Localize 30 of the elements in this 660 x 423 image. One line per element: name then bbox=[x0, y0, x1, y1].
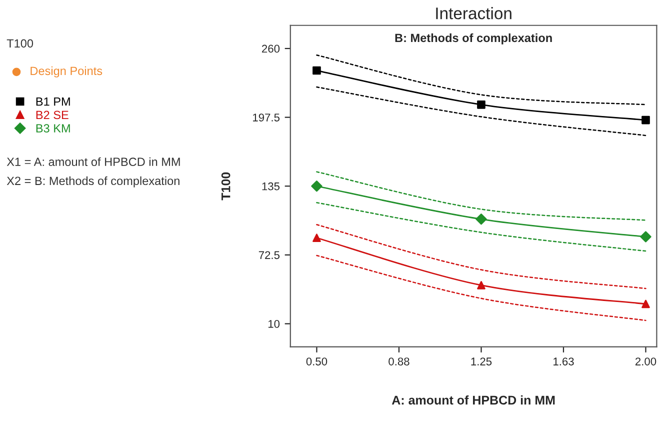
x-tick-label: 0.50 bbox=[306, 358, 328, 366]
point bbox=[640, 231, 652, 242]
legend-label: B1 PM bbox=[36, 98, 70, 106]
point bbox=[476, 214, 487, 225]
y-tick-label: 10 bbox=[268, 320, 280, 328]
x-tick-label: 1.25 bbox=[471, 358, 492, 366]
legend-label: B3 KM bbox=[36, 124, 70, 132]
y-tick-label: 72.5 bbox=[258, 251, 280, 260]
point bbox=[477, 281, 486, 290]
text: Design Points bbox=[30, 66, 102, 78]
point bbox=[312, 66, 321, 75]
x-tick-label: 0.88 bbox=[388, 358, 410, 366]
x-tick-label: 1.63 bbox=[554, 358, 574, 366]
legend-label: B2 SE bbox=[36, 110, 68, 120]
y-tick-label: 135 bbox=[262, 182, 280, 190]
text: X1 = A: amount of HPBCD in MM bbox=[6, 157, 180, 166]
x-axis-title: A: amount of HPBCD in MM bbox=[392, 395, 555, 405]
point bbox=[477, 100, 486, 109]
chart-title: Interaction bbox=[436, 7, 512, 20]
point bbox=[642, 300, 650, 308]
x-tick-label: 2.00 bbox=[635, 358, 656, 366]
y-tick-label: 197.5 bbox=[253, 114, 280, 122]
y-tick-label: 260 bbox=[262, 44, 280, 53]
y-axis-title: T100 bbox=[221, 172, 230, 200]
point bbox=[312, 234, 321, 242]
text: X2 = B: Methods of complexation bbox=[6, 176, 180, 188]
point bbox=[642, 116, 650, 124]
text: B: Methods of complexation bbox=[395, 33, 552, 44]
point bbox=[311, 180, 322, 192]
legend-title: T100 bbox=[6, 39, 34, 48]
